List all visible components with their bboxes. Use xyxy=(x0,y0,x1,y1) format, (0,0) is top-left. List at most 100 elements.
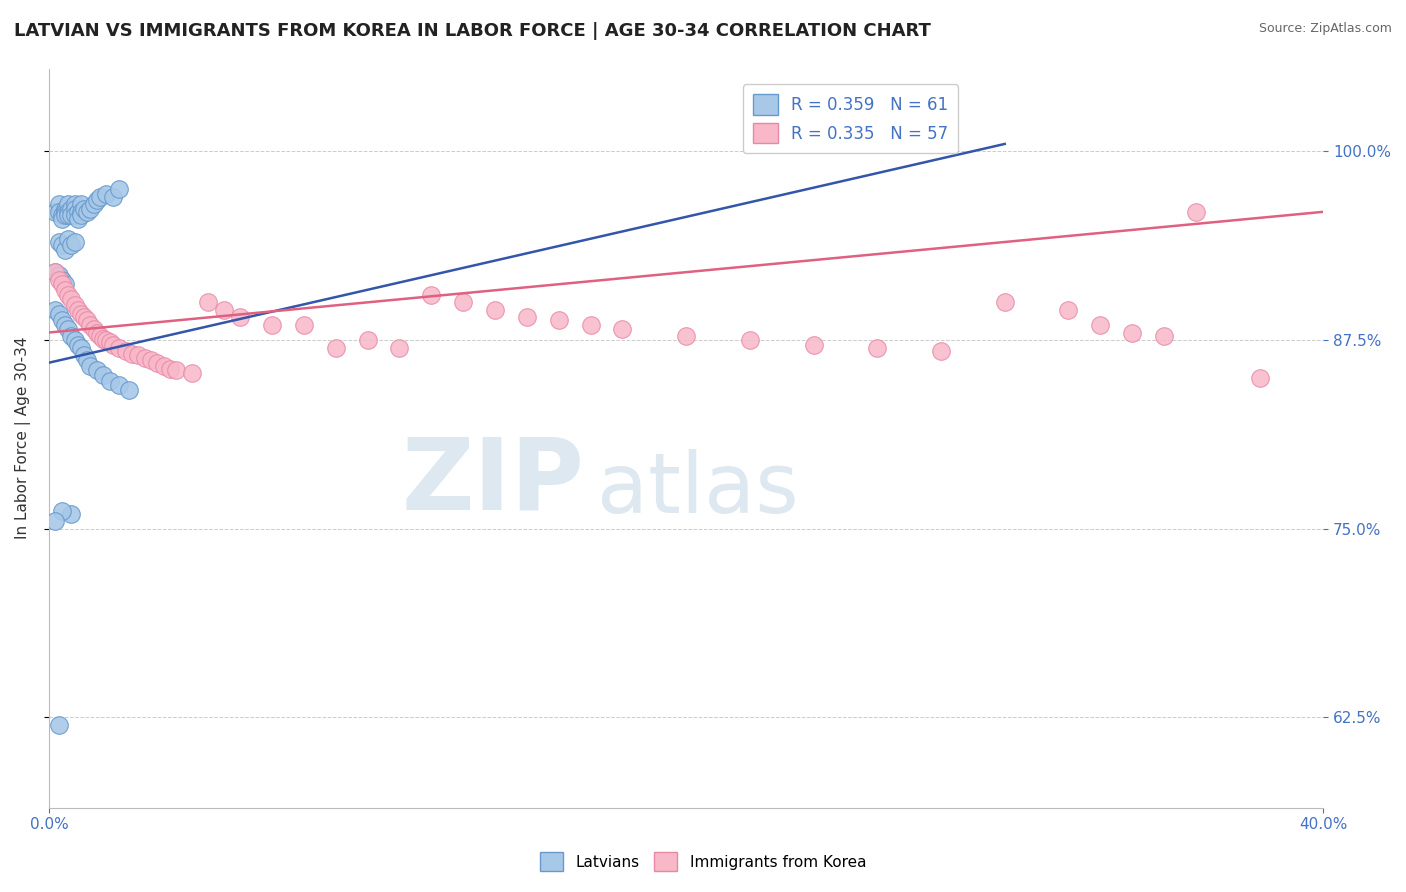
Point xyxy=(79,202,101,216)
Point xyxy=(83,322,105,336)
Point xyxy=(60,293,83,307)
Point xyxy=(91,332,114,346)
Point xyxy=(63,333,86,347)
Point xyxy=(325,341,347,355)
Point xyxy=(114,343,136,358)
Point xyxy=(866,341,889,355)
Point xyxy=(803,337,825,351)
Point xyxy=(929,343,952,358)
Point xyxy=(73,310,96,325)
Point xyxy=(56,204,79,219)
Point xyxy=(547,313,569,327)
Point xyxy=(96,186,118,201)
Point xyxy=(108,341,131,355)
Point xyxy=(121,346,143,360)
Point xyxy=(70,341,93,355)
Point xyxy=(76,313,98,327)
Point xyxy=(73,202,96,216)
Point xyxy=(451,295,474,310)
Point xyxy=(60,202,83,216)
Point xyxy=(70,307,93,321)
Point xyxy=(44,265,66,279)
Point xyxy=(51,273,73,287)
Point xyxy=(101,337,124,351)
Point xyxy=(159,361,181,376)
Point xyxy=(51,313,73,327)
Point xyxy=(70,204,93,219)
Point xyxy=(1185,204,1208,219)
Point xyxy=(76,352,98,367)
Point xyxy=(53,277,76,292)
Point xyxy=(86,326,108,340)
Y-axis label: In Labor Force | Age 30-34: In Labor Force | Age 30-34 xyxy=(15,337,31,540)
Text: Source: ZipAtlas.com: Source: ZipAtlas.com xyxy=(1258,22,1392,36)
Point xyxy=(420,287,443,301)
Point xyxy=(44,265,66,279)
Point xyxy=(516,310,538,325)
Point xyxy=(48,268,70,283)
Point xyxy=(60,238,83,252)
Point xyxy=(51,503,73,517)
Point xyxy=(53,318,76,332)
Point xyxy=(134,351,156,366)
Point xyxy=(66,337,89,351)
Point xyxy=(51,212,73,227)
Point xyxy=(51,208,73,222)
Point xyxy=(48,197,70,211)
Point xyxy=(89,190,111,204)
Point xyxy=(91,368,114,382)
Text: atlas: atlas xyxy=(598,450,799,531)
Point xyxy=(260,318,283,332)
Point xyxy=(56,208,79,222)
Point xyxy=(96,333,118,347)
Point xyxy=(44,204,66,219)
Point xyxy=(1249,370,1271,384)
Point xyxy=(60,507,83,521)
Point xyxy=(139,352,162,367)
Point xyxy=(48,307,70,321)
Point xyxy=(98,334,121,349)
Point xyxy=(56,232,79,246)
Point xyxy=(70,197,93,211)
Point xyxy=(63,298,86,312)
Point xyxy=(675,328,697,343)
Point xyxy=(1057,302,1080,317)
Point xyxy=(60,328,83,343)
Point xyxy=(118,383,141,397)
Point xyxy=(229,310,252,325)
Point xyxy=(738,333,761,347)
Point xyxy=(86,363,108,377)
Point xyxy=(53,204,76,219)
Point xyxy=(51,238,73,252)
Point xyxy=(484,302,506,317)
Point xyxy=(66,302,89,317)
Point xyxy=(181,366,204,380)
Point xyxy=(48,717,70,731)
Point xyxy=(356,333,378,347)
Point xyxy=(1121,326,1143,340)
Point xyxy=(98,374,121,388)
Point xyxy=(152,359,174,373)
Point xyxy=(48,204,70,219)
Point xyxy=(63,202,86,216)
Text: ZIP: ZIP xyxy=(401,434,585,531)
Point xyxy=(73,348,96,362)
Point xyxy=(63,208,86,222)
Point xyxy=(53,208,76,222)
Point xyxy=(612,322,634,336)
Legend: Latvians, Immigrants from Korea: Latvians, Immigrants from Korea xyxy=(534,847,872,877)
Point xyxy=(44,302,66,317)
Point xyxy=(60,208,83,222)
Point xyxy=(56,287,79,301)
Point xyxy=(51,277,73,292)
Point xyxy=(79,318,101,332)
Point xyxy=(70,208,93,222)
Point xyxy=(66,204,89,219)
Point xyxy=(53,283,76,297)
Point xyxy=(108,378,131,392)
Point xyxy=(89,328,111,343)
Point xyxy=(48,273,70,287)
Point xyxy=(197,295,219,310)
Point xyxy=(214,302,236,317)
Point xyxy=(166,363,188,377)
